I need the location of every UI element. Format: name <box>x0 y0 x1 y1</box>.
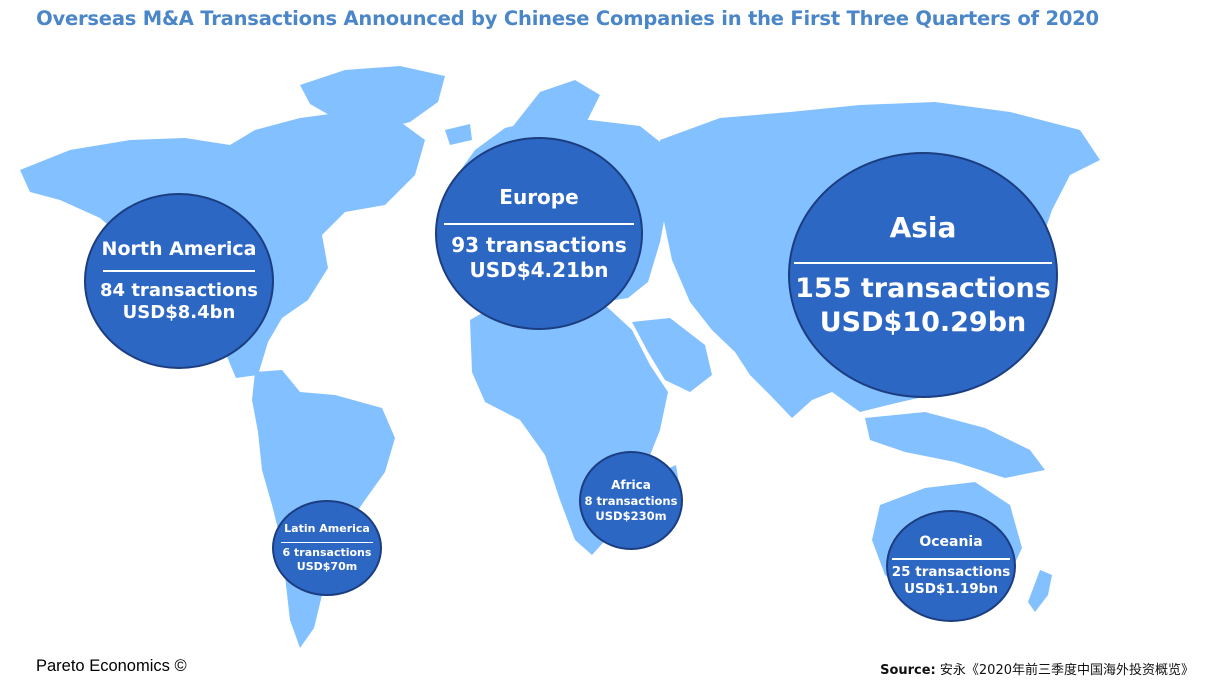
land-greenland <box>300 66 445 132</box>
transaction-value: USD$10.29bn <box>819 306 1027 338</box>
transactions-count: 25 transactions <box>891 564 1011 581</box>
source-text: 安永《2020年前三季度中国海外投资概览》 <box>939 663 1194 678</box>
region-name: Asia <box>889 210 957 244</box>
transactions-count: 6 transactions <box>282 546 372 560</box>
source-label: Source: <box>880 663 936 678</box>
bubble-north-america: North America 84 transactions USD$8.4bn <box>84 193 274 369</box>
region-name: Oceania <box>919 534 983 551</box>
land-southeast-asia <box>865 412 1045 478</box>
source-note: Source: 安永《2020年前三季度中国海外投资概览》 <box>880 659 1194 678</box>
land-arabia <box>632 318 712 392</box>
divider <box>103 269 255 272</box>
region-name: North America <box>101 237 257 260</box>
divider <box>444 222 634 225</box>
region-name: Africa <box>611 478 651 493</box>
transactions-count: 84 transactions <box>100 279 258 301</box>
region-name: Latin America <box>284 522 370 536</box>
bubble-africa: Africa 8 transactions USD$230m <box>579 451 683 550</box>
transaction-value: USD$70m <box>296 560 358 573</box>
transaction-value: USD$8.4bn <box>122 302 236 323</box>
transactions-count: 155 transactions <box>795 272 1051 304</box>
land-iceland <box>445 124 472 145</box>
transactions-count: 93 transactions <box>451 232 627 257</box>
bubble-europe: Europe 93 transactions USD$4.21bn <box>435 137 643 330</box>
bubble-oceania: Oceania 25 transactions USD$1.19bn <box>886 510 1016 622</box>
bubble-asia: Asia 155 transactions USD$10.29bn <box>788 152 1058 398</box>
region-name: Europe <box>499 184 579 209</box>
land-new-zealand <box>1028 570 1052 612</box>
divider <box>281 542 373 544</box>
map-title: Overseas M&A Transactions Announced by C… <box>36 7 1099 30</box>
transaction-value: USD$1.19bn <box>904 581 998 597</box>
transaction-value: USD$230m <box>595 508 667 523</box>
land-scandinavia <box>510 80 600 140</box>
bubble-latin-america: Latin America 6 transactions USD$70m <box>272 500 382 596</box>
divider <box>892 558 1010 561</box>
transactions-count: 8 transactions <box>584 494 678 509</box>
copyright-credit: Pareto Economics © <box>36 657 187 675</box>
transaction-value: USD$4.21bn <box>469 257 609 282</box>
divider <box>794 261 1052 264</box>
